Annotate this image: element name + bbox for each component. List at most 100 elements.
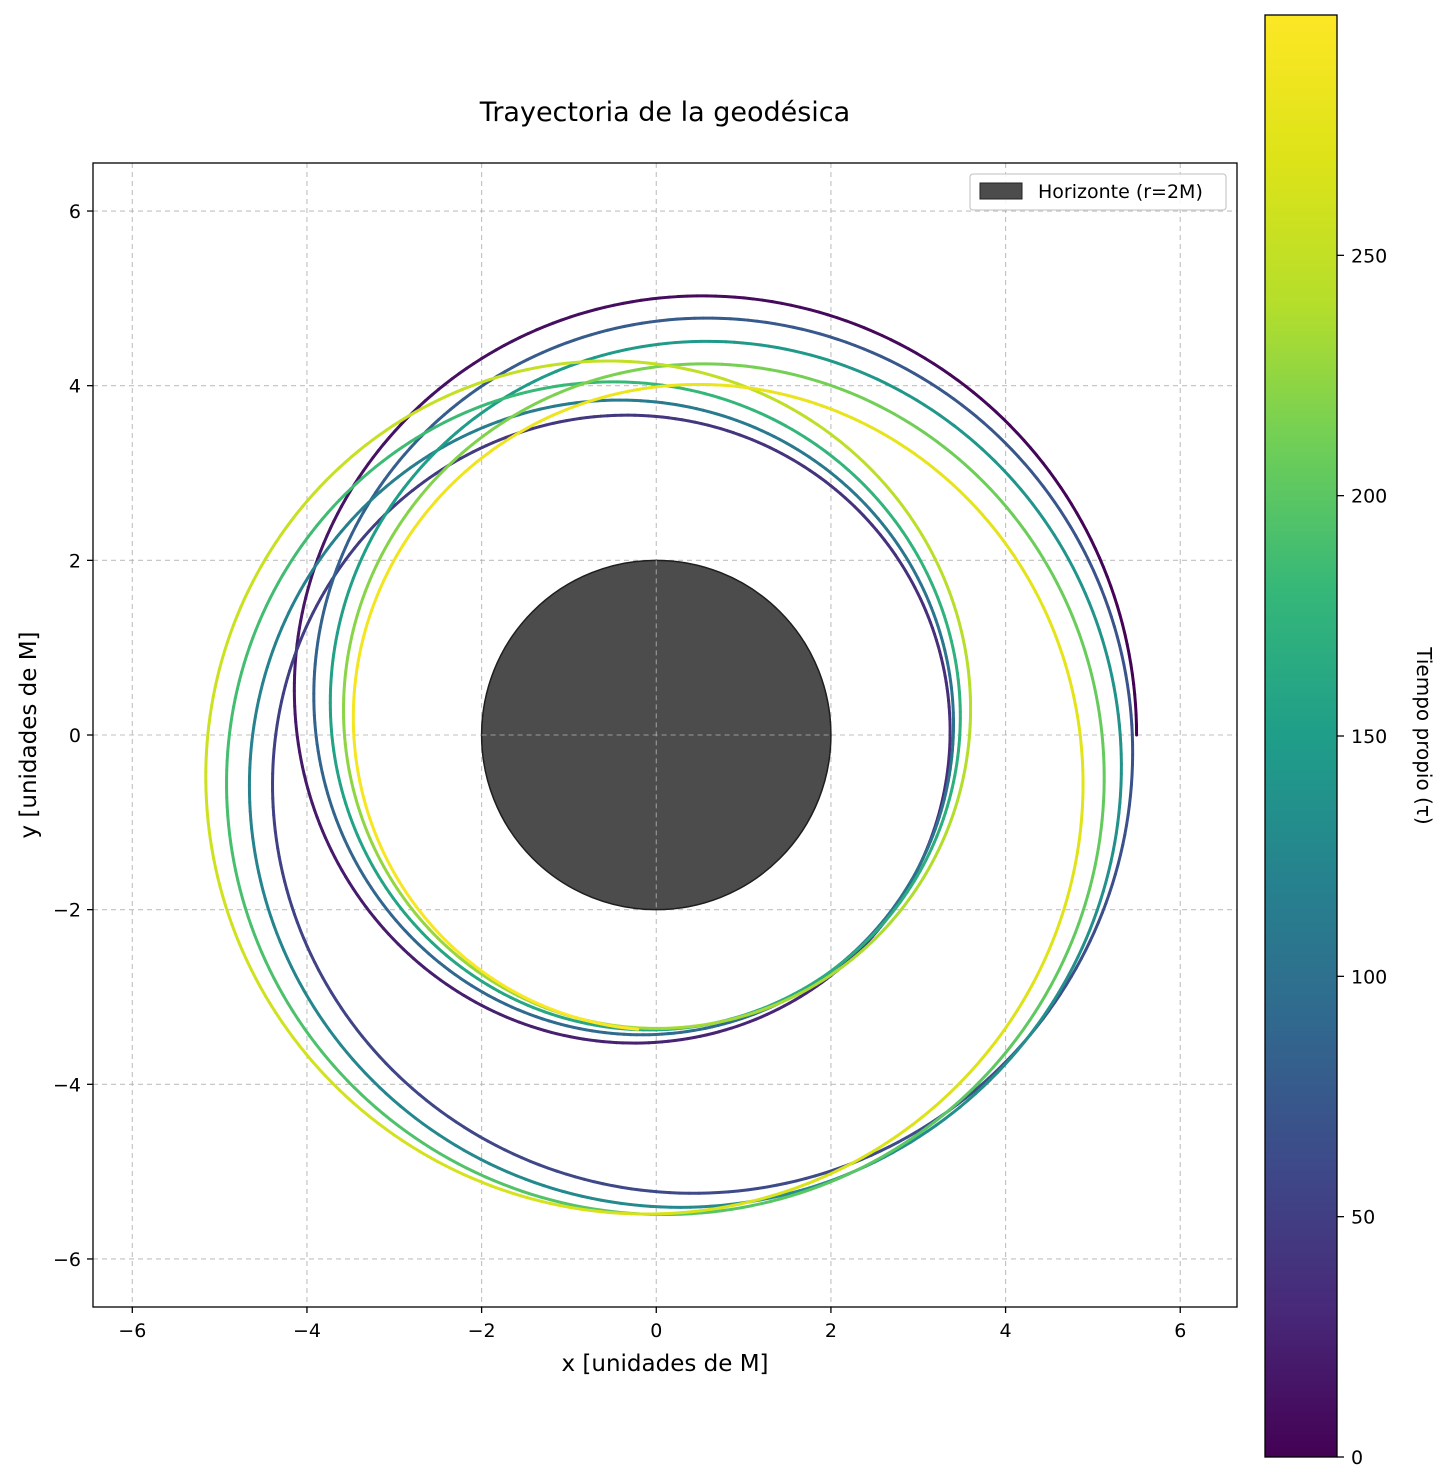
trajectory-segment — [987, 1070, 998, 1080]
trajectory-segment — [1134, 703, 1138, 717]
trajectory-segment — [649, 1204, 663, 1209]
trajectory-segment — [730, 1202, 743, 1208]
trajectory-segment — [619, 1201, 633, 1207]
trajectory-segment — [909, 1135, 921, 1144]
trajectory-segment — [1117, 723, 1122, 736]
trajectory-segment — [1073, 922, 1081, 935]
trajectory-segment — [940, 1108, 952, 1118]
trajectory-segment — [1000, 467, 1011, 477]
trajectory-segment — [445, 1138, 457, 1147]
trajectory-segment — [1125, 642, 1131, 656]
trajectory-segment — [945, 418, 956, 428]
trajectory-segment — [873, 1154, 886, 1163]
trajectory-segment — [465, 1166, 478, 1175]
trajectory-segment — [453, 1143, 466, 1152]
trajectory-segment — [746, 318, 759, 323]
trajectory-segment — [279, 1019, 289, 1031]
trajectory-segment — [462, 1173, 476, 1181]
trajectory-segment — [237, 941, 245, 954]
trajectory-segment — [1063, 896, 1069, 909]
trajectory-segment — [1100, 732, 1105, 745]
trajectory-segment — [768, 1194, 782, 1200]
trajectory-segment — [987, 1040, 997, 1052]
trajectory-segment — [1104, 870, 1111, 884]
trajectory-segment — [1121, 623, 1127, 636]
trajectory-segment — [966, 1092, 978, 1102]
trajectory-segment — [330, 1081, 341, 1092]
trajectory-segment — [582, 1177, 596, 1184]
y-tick-label: −2 — [53, 900, 81, 922]
trajectory-segment — [1118, 732, 1123, 746]
trajectory-segment — [891, 1143, 903, 1153]
trajectory-segment — [1042, 517, 1051, 529]
trajectory-segment — [740, 1204, 754, 1210]
trajectory-segment — [246, 915, 253, 928]
trajectory-segment — [307, 997, 316, 1009]
trajectory-segment — [1110, 872, 1117, 886]
trajectory-segment — [291, 1010, 301, 1022]
trajectory-segment — [843, 1160, 856, 1169]
trajectory-segment — [1022, 1032, 1032, 1044]
trajectory-segment — [1062, 973, 1071, 986]
trajectory-segment — [357, 1065, 368, 1076]
trajectory-segment — [1088, 918, 1096, 931]
trajectory-segment — [218, 885, 225, 898]
trajectory-segment — [537, 1163, 550, 1170]
trajectory-segment — [1071, 615, 1078, 627]
trajectory-segment — [470, 1153, 483, 1161]
colorbar-label: Tiempo propio (τ) — [1412, 646, 1436, 824]
trajectory-segment — [585, 307, 598, 314]
trajectory-segment — [1019, 487, 1029, 499]
trajectory-segment — [1112, 684, 1118, 697]
trajectory-segment — [230, 705, 236, 718]
trajectory-segment — [384, 1127, 396, 1137]
trajectory-segment — [470, 1130, 482, 1139]
trajectory-segment — [1060, 905, 1067, 918]
trajectory-segment — [853, 343, 866, 351]
trajectory-segment — [492, 1179, 505, 1186]
trajectory-segment — [1125, 683, 1131, 697]
trajectory-segment — [900, 1140, 913, 1149]
trajectory-segment — [920, 376, 932, 385]
trajectory-segment — [979, 1076, 991, 1087]
trajectory-segment — [397, 1074, 408, 1084]
trajectory-segment — [1092, 908, 1099, 922]
trajectory-segment — [982, 421, 993, 431]
trajectory-segment — [955, 1077, 966, 1088]
trajectory-segment — [908, 1132, 920, 1142]
trajectory-segment — [620, 1185, 633, 1191]
trajectory-segment — [210, 847, 216, 860]
trajectory-segment — [800, 327, 813, 333]
trajectory-segment — [501, 1182, 515, 1190]
trajectory-segment — [679, 1212, 693, 1216]
trajectory-segment — [328, 1028, 337, 1040]
trajectory-segment — [326, 1057, 336, 1068]
trajectory-segment — [417, 1092, 428, 1102]
trajectory-segment — [1053, 477, 1063, 489]
trajectory-segment — [764, 320, 777, 326]
trajectory-segment — [1117, 801, 1122, 815]
trajectory-segment — [372, 1048, 382, 1059]
trajectory-segment — [1001, 417, 1012, 428]
trajectory-segment — [302, 1026, 312, 1038]
trajectory-segment — [520, 1189, 534, 1196]
trajectory-segment — [799, 1188, 812, 1195]
trajectory-segment — [322, 1021, 332, 1032]
trajectory-segment — [917, 1129, 930, 1139]
trajectory-segment — [1016, 455, 1027, 466]
trajectory-segment — [337, 1088, 349, 1099]
trajectory-segment — [979, 397, 991, 407]
trajectory-segment — [234, 869, 240, 882]
trajectory-segment — [310, 1059, 321, 1070]
trajectory-segment — [256, 942, 264, 954]
trajectory-segment — [902, 1123, 914, 1133]
trajectory-segment — [253, 933, 260, 946]
trajectory-segment — [259, 556, 268, 568]
trajectory-segment — [1118, 644, 1124, 657]
trajectory-segment — [1088, 667, 1095, 680]
trajectory-segment — [1064, 517, 1073, 529]
trajectory-segment — [235, 605, 243, 618]
trajectory-segment — [730, 1206, 744, 1211]
trajectory-segment — [975, 415, 986, 425]
y-tick-label: 2 — [69, 550, 81, 572]
